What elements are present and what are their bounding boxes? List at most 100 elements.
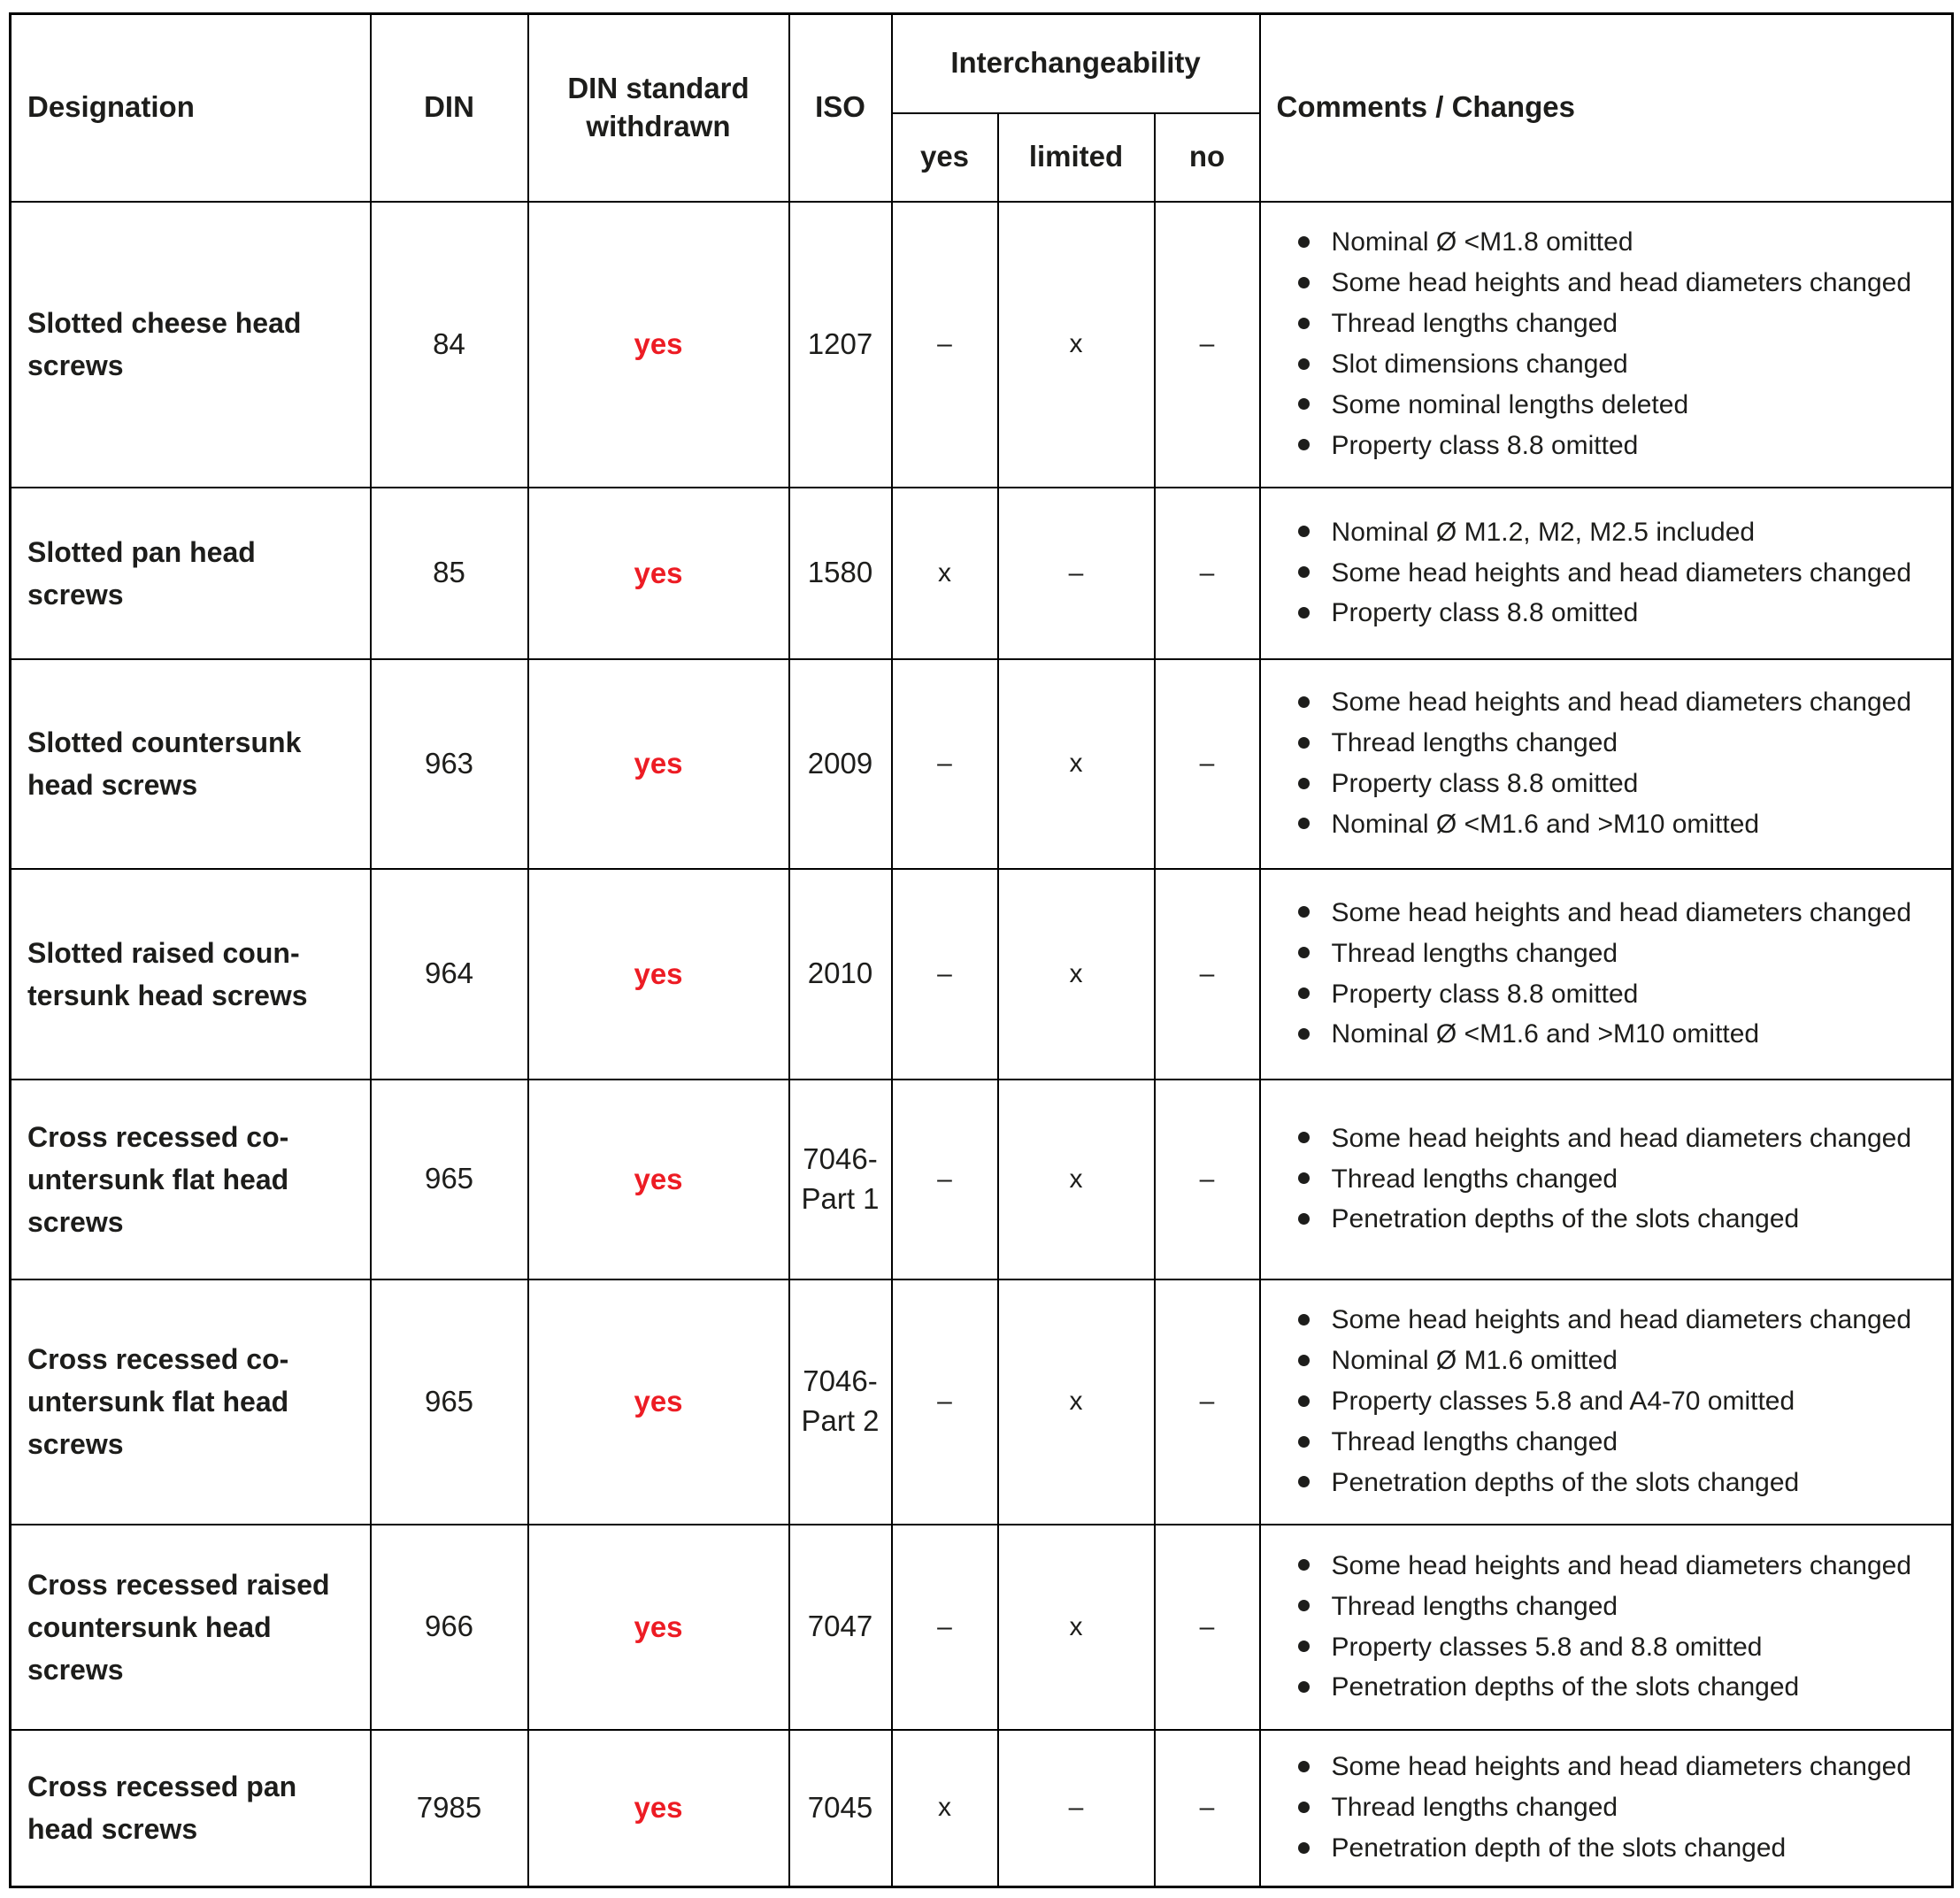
comments-list: Some head heights and head diameters cha… (1291, 1300, 1945, 1502)
col-header-iso: ISO (788, 12, 893, 203)
comment-item: Penetration depth of the slots changed (1291, 1828, 1945, 1869)
cell-designation: Cross recessed co- untersunk flat head s… (9, 1078, 372, 1280)
comment-item: Some head heights and head diameters cha… (1291, 1300, 1945, 1341)
col-header-no: no (1153, 111, 1261, 203)
cell-comments: Some head heights and head diameters cha… (1258, 867, 1954, 1080)
comment-item: Thread lengths changed (1291, 934, 1945, 974)
cell-din-number: 966 (369, 1523, 529, 1731)
comment-item: Nominal Ø <M1.6 and >M10 omitted (1291, 1014, 1945, 1055)
table-row: Cross recessed co- untersunk flat head s… (9, 1278, 1954, 1525)
cell-designation: Cross recessed raised countersunk head s… (9, 1523, 372, 1731)
cell-din-number: 7985 (369, 1728, 529, 1888)
cell-comments: Nominal Ø <M1.8 omitted Some head heights… (1258, 200, 1954, 488)
comment-item: Some head heights and head diameters cha… (1291, 263, 1945, 304)
cell-designation: Cross recessed pan head screws (9, 1728, 372, 1888)
table-row: Slotted pan head screws 85 yes 1580 x – … (9, 486, 1954, 660)
comment-item: Thread lengths changed (1291, 1587, 1945, 1627)
cell-iso-number: 2009 (788, 657, 893, 870)
cell-interchangeable-yes: – (890, 1523, 999, 1731)
comment-item: Some head heights and head diameters cha… (1291, 1546, 1945, 1587)
cell-interchangeable-yes: – (890, 867, 999, 1080)
din-iso-standards-table: Designation DIN DIN standard withdrawn I… (9, 12, 1955, 1888)
comment-item: Property class 8.8 omitted (1291, 974, 1945, 1015)
cell-designation: Slotted raised coun- tersunk head screws (9, 867, 372, 1080)
cell-interchangeable-limited: x (996, 1523, 1156, 1731)
comments-list: Some head heights and head diameters cha… (1291, 1747, 1945, 1869)
cell-din-number: 964 (369, 867, 529, 1080)
cell-din-number: 84 (369, 200, 529, 488)
comments-list: Some head heights and head diameters cha… (1291, 1546, 1945, 1709)
cell-din-withdrawn: yes (527, 486, 790, 660)
table-row: Slotted cheese head screws 84 yes 1207 –… (9, 200, 1954, 488)
cell-interchangeable-no: – (1153, 657, 1261, 870)
cell-interchangeable-no: – (1153, 1728, 1261, 1888)
cell-designation: Slotted countersunk head screws (9, 657, 372, 870)
cell-interchangeable-limited: x (996, 200, 1156, 488)
comment-item: Some head heights and head diameters cha… (1291, 553, 1945, 594)
cell-din-number: 965 (369, 1078, 529, 1280)
cell-interchangeable-limited: x (996, 867, 1156, 1080)
cell-interchangeable-yes: x (890, 486, 999, 660)
comment-item: Penetration depths of the slots changed (1291, 1667, 1945, 1708)
comment-item: Some head heights and head diameters cha… (1291, 682, 1945, 723)
cell-interchangeable-no: – (1153, 1078, 1261, 1280)
cell-din-number: 85 (369, 486, 529, 660)
comment-item: Penetration depths of the slots changed (1291, 1199, 1945, 1240)
header-row-top: Designation DIN DIN standard withdrawn I… (9, 12, 1954, 203)
cell-interchangeable-limited: – (996, 486, 1156, 660)
col-header-comments: Comments / Changes (1258, 12, 1954, 203)
cell-comments: Some head heights and head diameters cha… (1258, 657, 1954, 870)
cell-din-withdrawn: yes (527, 200, 790, 488)
comment-item: Thread lengths changed (1291, 723, 1945, 764)
cell-din-number: 965 (369, 1278, 529, 1525)
cell-comments: Some head heights and head diameters cha… (1258, 1728, 1954, 1888)
comments-list: Nominal Ø <M1.8 omitted Some head heights… (1291, 222, 1945, 465)
table-body: Slotted cheese head screws 84 yes 1207 –… (9, 200, 1954, 1888)
comments-list: Some head heights and head diameters cha… (1291, 893, 1945, 1056)
cell-interchangeable-yes: – (890, 1278, 999, 1525)
comment-item: Slot dimensions changed (1291, 344, 1945, 385)
cell-din-withdrawn: yes (527, 1728, 790, 1888)
comment-item: Nominal Ø M1.2, M2, M2.5 included (1291, 512, 1945, 553)
cell-din-withdrawn: yes (527, 1278, 790, 1525)
comment-item: Thread lengths changed (1291, 1422, 1945, 1463)
comment-item: Thread lengths changed (1291, 304, 1945, 344)
comment-item: Property class 8.8 omitted (1291, 764, 1945, 804)
comment-item: Nominal Ø M1.6 omitted (1291, 1341, 1945, 1381)
cell-interchangeable-yes: – (890, 1078, 999, 1280)
cell-din-withdrawn: yes (527, 657, 790, 870)
cell-iso-number: 7046- Part 2 (788, 1278, 893, 1525)
cell-interchangeable-limited: – (996, 1728, 1156, 1888)
col-header-din-withdrawn: DIN standard withdrawn (527, 12, 790, 203)
comment-item: Nominal Ø <M1.6 and >M10 omitted (1291, 804, 1945, 845)
comment-item: Property class 8.8 omitted (1291, 426, 1945, 466)
cell-comments: Some head heights and head diameters cha… (1258, 1523, 1954, 1731)
cell-iso-number: 1207 (788, 200, 893, 488)
cell-interchangeable-no: – (1153, 867, 1261, 1080)
col-header-designation: Designation (9, 12, 372, 203)
cell-designation: Slotted cheese head screws (9, 200, 372, 488)
table-row: Slotted raised coun- tersunk head screws… (9, 867, 1954, 1080)
comment-item: Penetration depths of the slots changed (1291, 1463, 1945, 1503)
comment-item: Thread lengths changed (1291, 1787, 1945, 1828)
cell-iso-number: 7047 (788, 1523, 893, 1731)
comments-list: Some head heights and head diameters cha… (1291, 1118, 1945, 1241)
cell-din-number: 963 (369, 657, 529, 870)
cell-comments: Nominal Ø M1.2, M2, M2.5 included Some he… (1258, 486, 1954, 660)
comment-item: Nominal Ø <M1.8 omitted (1291, 222, 1945, 263)
cell-interchangeable-no: – (1153, 486, 1261, 660)
table-row: Cross recessed pan head screws 7985 yes … (9, 1728, 1954, 1888)
comment-item: Some head heights and head diameters cha… (1291, 893, 1945, 934)
cell-interchangeable-yes: – (890, 657, 999, 870)
col-header-yes: yes (890, 111, 999, 203)
comment-item: Property classes 5.8 and A4-70 omitted (1291, 1381, 1945, 1422)
comment-item: Some nominal lengths deleted (1291, 385, 1945, 426)
comment-item: Some head heights and head diameters cha… (1291, 1747, 1945, 1787)
col-header-limited: limited (996, 111, 1156, 203)
cell-interchangeable-no: – (1153, 1278, 1261, 1525)
cell-interchangeable-yes: – (890, 200, 999, 488)
comment-item: Property classes 5.8 and 8.8 omitted (1291, 1627, 1945, 1668)
header-row-sub: yes limited no (11, 111, 1953, 203)
col-header-din: DIN (369, 12, 529, 203)
